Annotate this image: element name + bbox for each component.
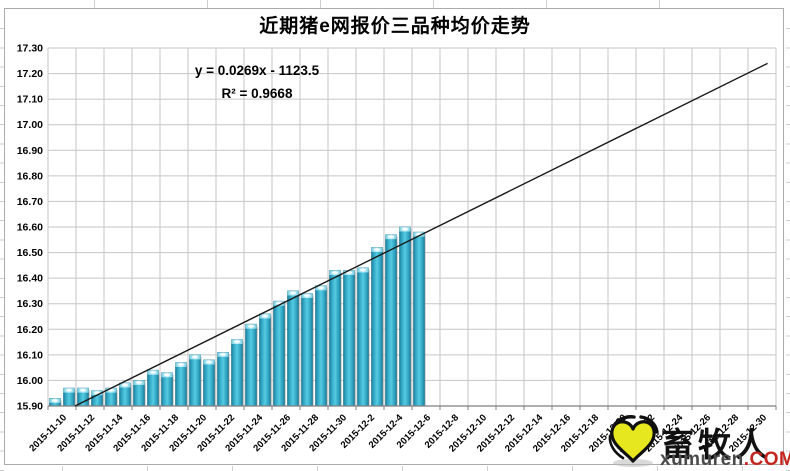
bar-gleam xyxy=(233,340,241,343)
bar-gleam xyxy=(289,291,297,295)
bar-gleam xyxy=(317,286,325,290)
y-axis-label: 16.80 xyxy=(17,170,43,182)
y-axis-label: 16.40 xyxy=(17,273,43,285)
y-axis-label: 16.20 xyxy=(17,324,43,336)
bar[interactable] xyxy=(343,270,355,407)
watermark-domain: xumuren xyxy=(660,449,744,470)
chart-title: 近期猪e网报价三品种均价走势 xyxy=(259,16,531,37)
bar-gleam xyxy=(387,235,395,238)
bar-gleam xyxy=(135,381,143,384)
y-axis-label: 17.10 xyxy=(17,94,43,106)
bar[interactable] xyxy=(357,267,369,407)
y-axis-label: 17.00 xyxy=(17,119,43,131)
bar-gleam xyxy=(191,355,199,359)
y-axis-label: 17.20 xyxy=(17,68,43,80)
trendline-r-squared: R² = 0.9668 xyxy=(221,86,293,101)
bar-gleam xyxy=(331,271,339,274)
bar-gleam xyxy=(373,248,381,251)
bar-gleam xyxy=(121,383,129,387)
bar-gleam xyxy=(93,391,101,394)
bar-gleam xyxy=(401,227,409,231)
watermark-tld: .COM xyxy=(743,449,790,470)
y-axis-label: 16.00 xyxy=(17,375,43,387)
y-axis-label: 16.10 xyxy=(17,349,43,361)
bar-gleam xyxy=(163,373,171,377)
y-axis-label: 15.90 xyxy=(17,401,43,413)
bar[interactable] xyxy=(175,362,187,407)
bar-gleam xyxy=(149,371,157,374)
bar-gleam xyxy=(359,268,367,272)
xumuren-watermark: 畜牧人 xumuren.COM xyxy=(598,392,790,471)
y-axis-label: 16.60 xyxy=(17,222,43,234)
bar[interactable] xyxy=(231,339,243,407)
heart-icon xyxy=(608,415,659,467)
bar[interactable] xyxy=(315,285,327,407)
bar[interactable] xyxy=(273,300,285,407)
trendline-label[interactable]: y = 0.0269x - 1123.5 R² = 0.9668 xyxy=(172,59,342,105)
bar[interactable] xyxy=(371,247,383,407)
watermark-brand: 畜牧人 xyxy=(661,426,772,463)
bar[interactable] xyxy=(287,290,299,407)
bar[interactable] xyxy=(301,293,313,407)
bar[interactable] xyxy=(147,369,159,407)
bar[interactable] xyxy=(245,323,257,407)
bar[interactable] xyxy=(329,270,341,407)
y-axis-label: 16.70 xyxy=(17,196,43,208)
bar-gleam xyxy=(79,389,87,392)
bar-gleam xyxy=(177,363,185,366)
trendline[interactable] xyxy=(74,62,768,407)
bar[interactable] xyxy=(259,313,271,407)
bar[interactable] xyxy=(161,372,173,407)
bar[interactable] xyxy=(203,359,215,407)
y-axis-label: 16.90 xyxy=(17,145,43,157)
y-axis-label: 16.30 xyxy=(17,298,43,310)
bar[interactable] xyxy=(385,234,397,407)
trendline-equation: y = 0.0269x - 1123.5 xyxy=(194,63,320,78)
bar-gleam xyxy=(205,360,213,364)
watermark-url: xumuren.COM xyxy=(660,449,790,471)
bar-gleam xyxy=(219,353,227,356)
bar-gleam xyxy=(261,314,269,318)
y-axis-label: 17.30 xyxy=(17,43,43,55)
bar[interactable] xyxy=(189,354,201,407)
bar[interactable] xyxy=(413,231,425,407)
y-axis-label: 16.50 xyxy=(17,247,43,259)
bar-gleam xyxy=(51,399,59,402)
bar-gleam xyxy=(303,294,311,297)
bar-gleam xyxy=(247,325,255,328)
bar-gleam xyxy=(65,389,73,392)
bar[interactable] xyxy=(399,226,411,407)
bar[interactable] xyxy=(217,351,229,407)
